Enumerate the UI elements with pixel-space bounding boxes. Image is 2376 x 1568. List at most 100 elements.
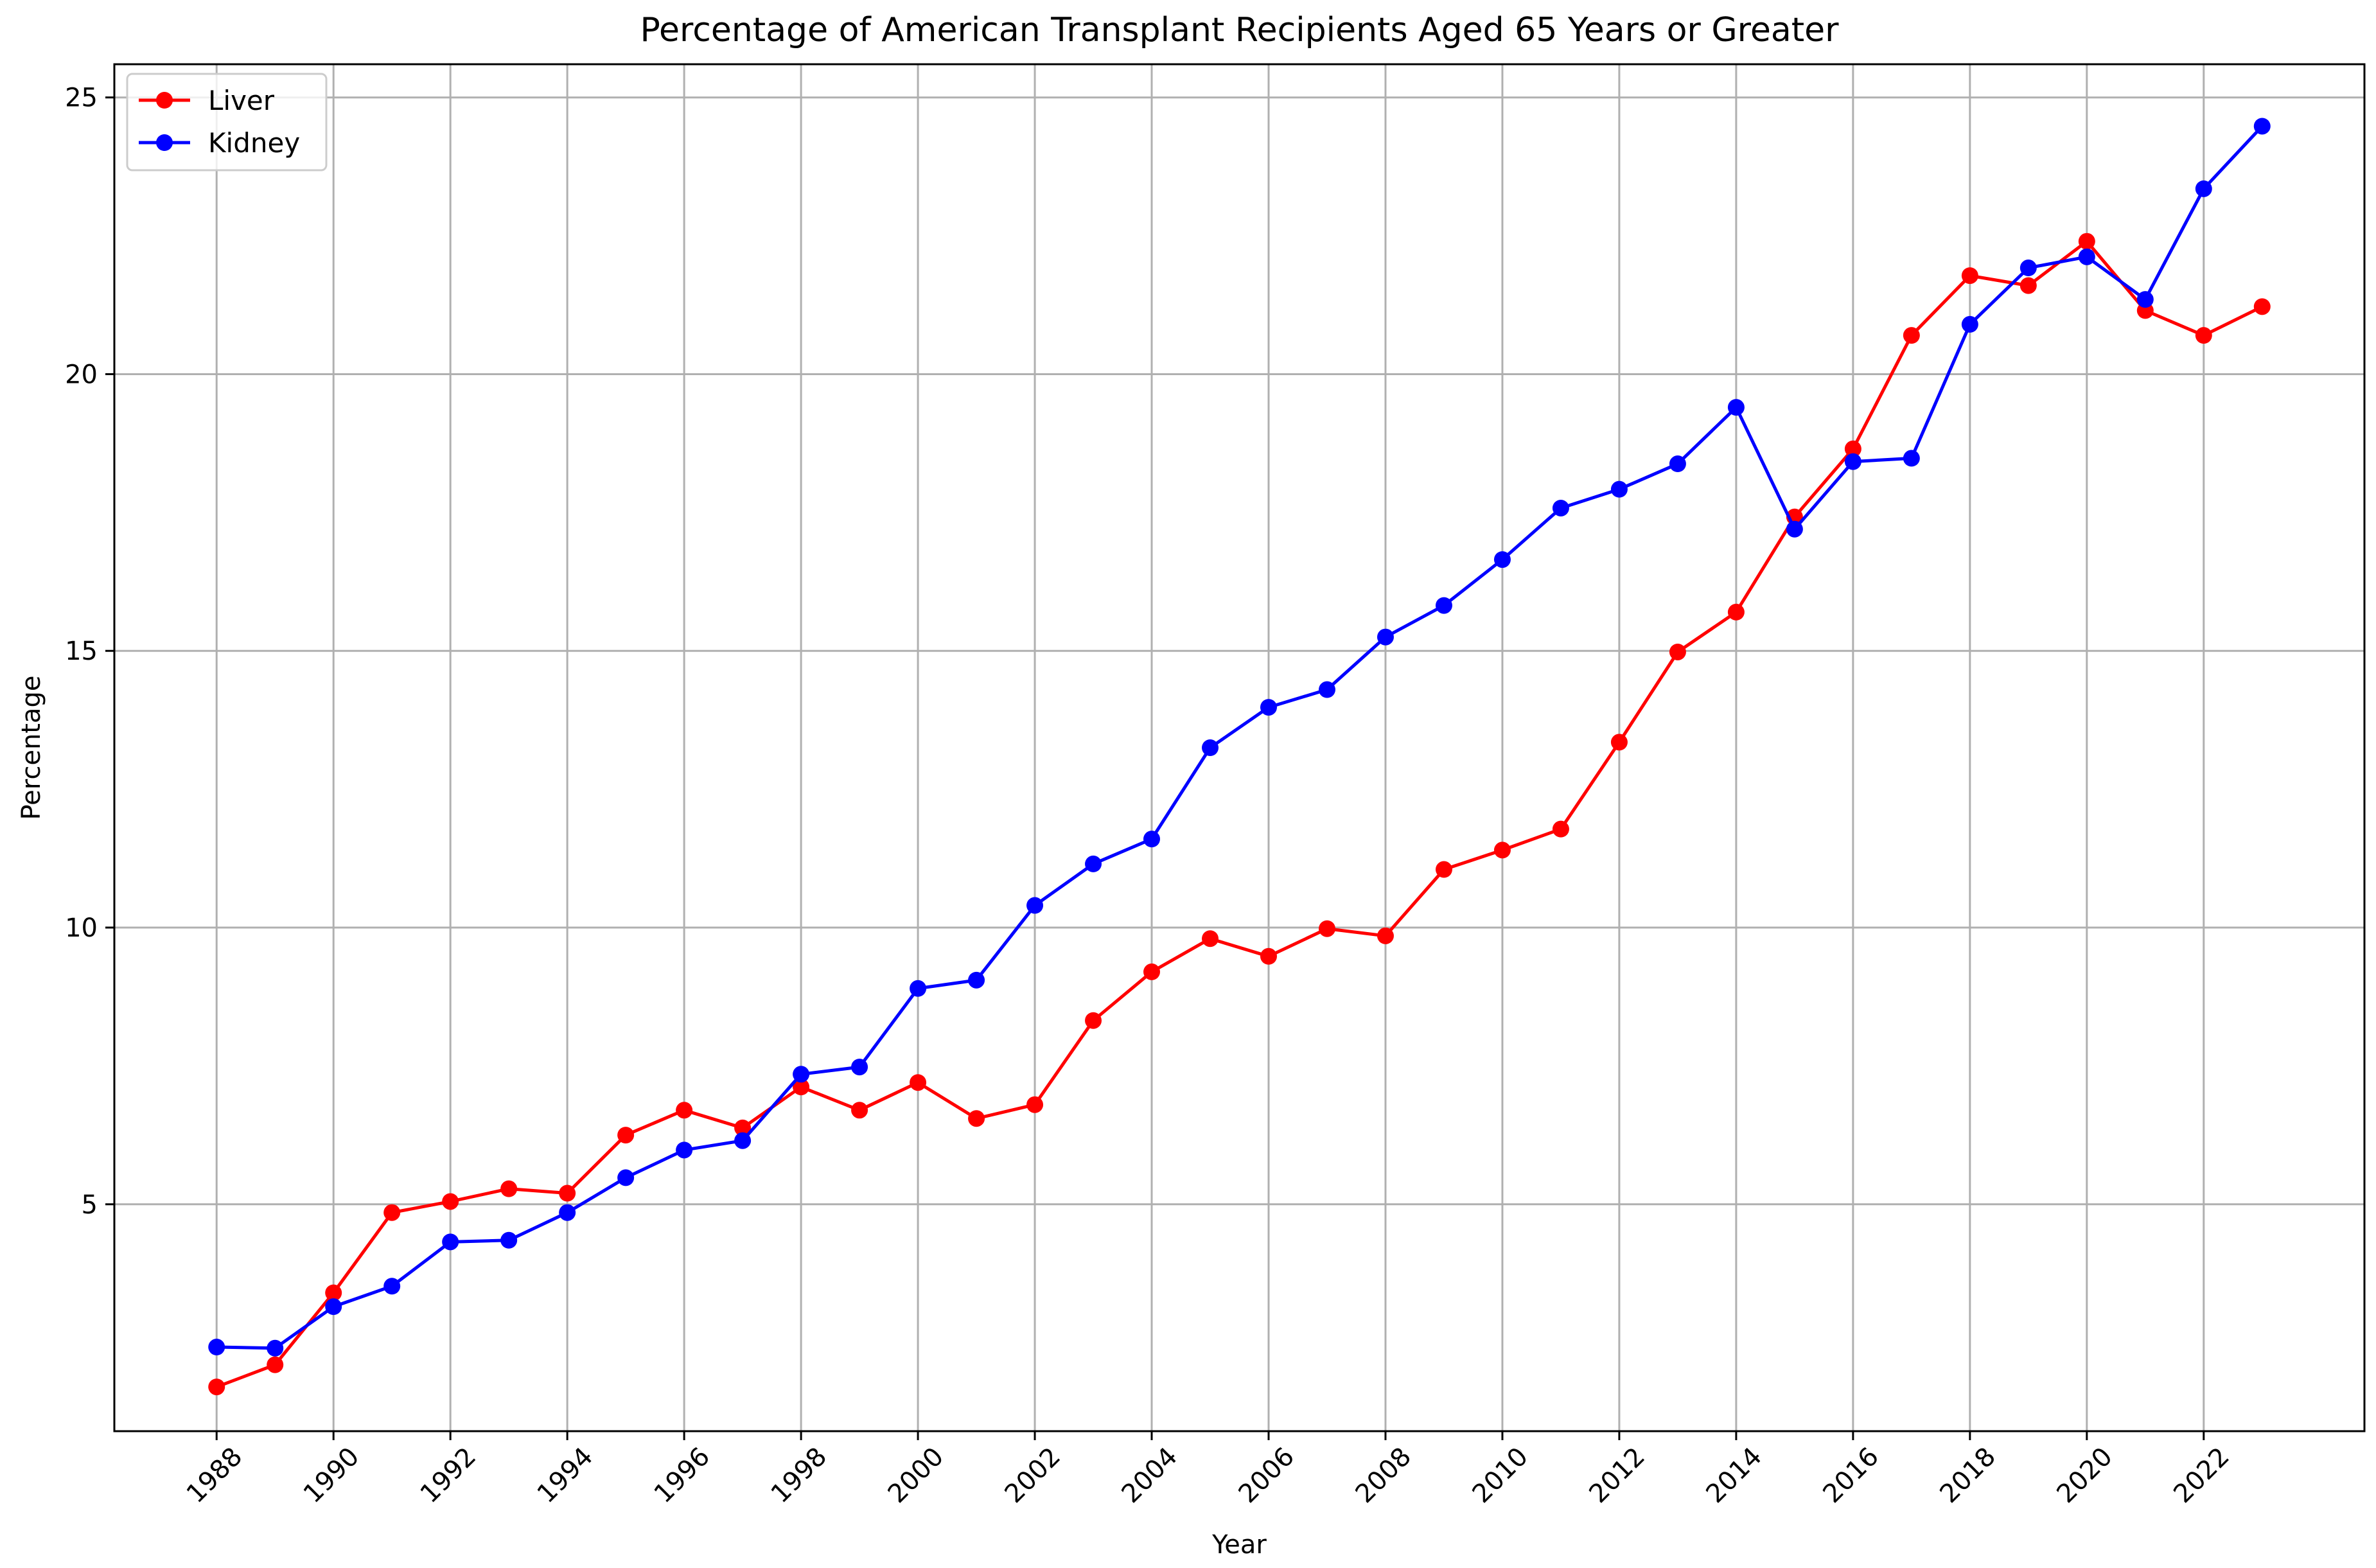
- legend-box: [126, 73, 328, 172]
- data-point-liver-1998: [793, 1079, 810, 1096]
- x-tick-label-2014: 2014: [1700, 1442, 1768, 1510]
- x-tick-label-2010: 2010: [1466, 1442, 1534, 1510]
- data-point-liver-2023: [2253, 298, 2271, 315]
- data-point-kidney-2003: [1085, 855, 1102, 872]
- x-tick-label-2008: 2008: [1350, 1442, 1418, 1510]
- y-tick-label-10: 10: [65, 913, 98, 943]
- data-point-kidney-2015: [1786, 520, 1803, 538]
- data-point-kidney-2016: [1844, 453, 1861, 470]
- x-tick-label-2006: 2006: [1233, 1442, 1301, 1510]
- data-point-liver-2000: [910, 1074, 927, 1091]
- data-point-liver-2016: [1844, 440, 1861, 457]
- data-point-liver-2004: [1143, 963, 1161, 980]
- data-point-liver-2010: [1493, 841, 1511, 859]
- data-point-kidney-1991: [383, 1278, 401, 1295]
- data-point-liver-2018: [1961, 267, 1978, 285]
- data-point-kidney-2001: [968, 971, 985, 989]
- data-point-kidney-1992: [442, 1233, 459, 1251]
- data-point-kidney-2006: [1260, 699, 1277, 716]
- data-point-liver-2006: [1260, 947, 1277, 965]
- x-tick-label-2018: 2018: [1934, 1442, 2002, 1510]
- legend-label-liver: Liver: [208, 85, 275, 116]
- x-tick-label-2016: 2016: [1817, 1442, 1885, 1510]
- x-axis-label: Year: [1211, 1530, 1267, 1560]
- data-point-liver-2019: [2020, 277, 2037, 294]
- data-point-liver-1996: [676, 1102, 693, 1119]
- data-point-liver-2009: [1435, 861, 1452, 878]
- data-point-kidney-1998: [793, 1066, 810, 1083]
- data-point-liver-2001: [968, 1110, 985, 1127]
- data-point-kidney-1997: [734, 1132, 752, 1149]
- x-tick-label-1996: 1996: [649, 1442, 716, 1510]
- y-axis-label: Percentage: [17, 675, 46, 820]
- data-point-liver-1989: [267, 1356, 284, 1373]
- data-point-kidney-2011: [1552, 499, 1569, 516]
- x-tick-label-1988: 1988: [181, 1442, 249, 1510]
- y-tick-label-5: 5: [82, 1190, 98, 1220]
- legend-entry-kidney: Kidney: [139, 127, 300, 159]
- x-tick-label-1994: 1994: [532, 1442, 599, 1510]
- series-layer: [208, 118, 2271, 1396]
- data-point-liver-1991: [383, 1204, 401, 1221]
- data-point-liver-1995: [617, 1127, 635, 1144]
- x-tick-label-2020: 2020: [2051, 1442, 2118, 1510]
- data-point-kidney-1999: [851, 1059, 868, 1076]
- data-point-liver-2005: [1202, 930, 1219, 947]
- data-point-kidney-1996: [676, 1141, 693, 1159]
- data-point-kidney-2021: [2136, 291, 2154, 308]
- data-point-kidney-2018: [1961, 315, 1978, 333]
- data-point-liver-1997: [734, 1119, 752, 1136]
- y-tick-label-20: 20: [65, 360, 98, 389]
- data-point-liver-2008: [1377, 927, 1394, 944]
- series-liver: [208, 233, 2271, 1396]
- series-line-kidney: [216, 125, 2264, 1350]
- data-point-liver-2007: [1318, 920, 1335, 937]
- data-point-liver-2014: [1727, 603, 1745, 621]
- y-tick-label-15: 15: [65, 637, 98, 666]
- x-tick-label-2004: 2004: [1116, 1442, 1184, 1510]
- y-tick-label-25: 25: [65, 84, 98, 113]
- data-point-liver-2017: [1903, 327, 1920, 344]
- data-point-kidney-2005: [1202, 739, 1219, 756]
- legend-marker-kidney: [156, 134, 173, 151]
- x-tick-label-2012: 2012: [1583, 1442, 1651, 1510]
- data-point-kidney-2023: [2253, 118, 2271, 135]
- legend-label-kidney: Kidney: [208, 127, 300, 159]
- legend: Liver Kidney: [126, 73, 328, 172]
- data-point-liver-2020: [2078, 233, 2095, 250]
- data-point-kidney-1995: [617, 1169, 635, 1186]
- data-point-liver-1990: [325, 1284, 342, 1301]
- data-point-liver-2002: [1026, 1096, 1044, 1113]
- data-point-liver-1994: [559, 1185, 576, 1202]
- series-line-liver: [216, 240, 2263, 1389]
- data-point-kidney-2014: [1727, 399, 1745, 416]
- data-point-kidney-1989: [267, 1339, 284, 1357]
- tick-layer: 1988 1990 1992 1994 1996 1998 2000 2002 2004 2006…: [65, 84, 2235, 1509]
- legend-marker-liver: [156, 92, 173, 109]
- data-point-kidney-2007: [1318, 681, 1335, 698]
- x-tick-label-2022: 2022: [2168, 1442, 2235, 1510]
- data-point-kidney-2009: [1435, 597, 1452, 614]
- data-point-kidney-1994: [559, 1204, 576, 1221]
- x-tick-label-2000: 2000: [883, 1442, 950, 1510]
- data-point-liver-2003: [1085, 1012, 1102, 1029]
- data-point-kidney-1993: [500, 1231, 518, 1249]
- series-kidney: [208, 118, 2271, 1357]
- chart-title: Percentage of American Transplant Recipi…: [640, 11, 1840, 49]
- data-point-kidney-1988: [208, 1339, 225, 1356]
- data-point-liver-1993: [500, 1180, 518, 1197]
- x-tick-label-1998: 1998: [766, 1442, 833, 1510]
- data-point-liver-2013: [1669, 643, 1686, 660]
- data-point-kidney-2002: [1026, 897, 1044, 914]
- data-point-liver-2012: [1610, 734, 1628, 751]
- data-point-kidney-2017: [1903, 450, 1920, 467]
- data-point-liver-1988: [208, 1379, 225, 1396]
- data-point-kidney-2020: [2078, 248, 2095, 265]
- x-tick-label-1990: 1990: [298, 1442, 365, 1510]
- data-point-liver-1992: [442, 1193, 459, 1210]
- axes-frame: [113, 63, 2366, 1432]
- legend-entry-liver: Liver: [139, 85, 275, 116]
- data-point-kidney-2010: [1493, 551, 1511, 568]
